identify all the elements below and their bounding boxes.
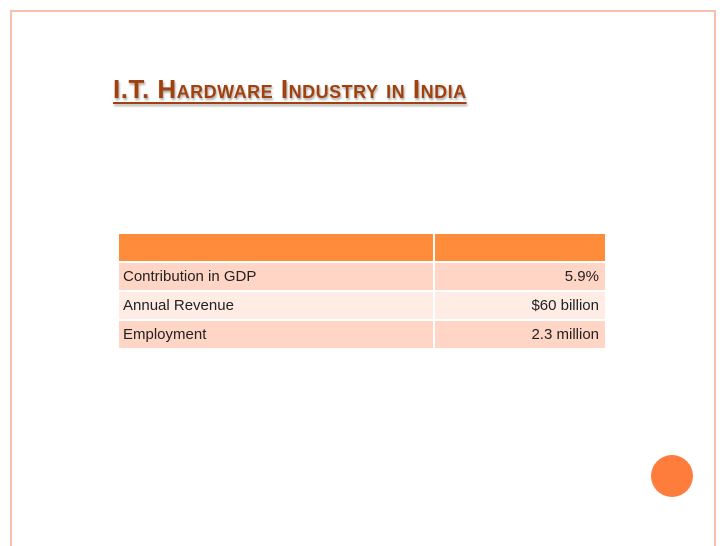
slide-frame xyxy=(10,10,716,546)
row-value-revenue: $60 billion xyxy=(435,290,605,319)
row-label-employment: Employment xyxy=(119,319,435,348)
row-value-employment: 2.3 million xyxy=(435,319,605,348)
data-table: Contribution in GDP 5.9% Annual Revenue … xyxy=(119,234,605,348)
row-value-gdp: 5.9% xyxy=(435,261,605,290)
table-row: Annual Revenue $60 billion xyxy=(119,290,605,319)
table-header-cell-label xyxy=(119,234,435,261)
table-header-row xyxy=(119,234,605,261)
row-label-revenue: Annual Revenue xyxy=(119,290,435,319)
slide-title: I.T. Hardware Industry in India xyxy=(113,74,467,104)
table-row: Employment 2.3 million xyxy=(119,319,605,348)
decorative-circle xyxy=(651,455,693,497)
table-header-cell-value xyxy=(435,234,605,261)
table-row: Contribution in GDP 5.9% xyxy=(119,261,605,290)
row-label-gdp: Contribution in GDP xyxy=(119,261,435,290)
